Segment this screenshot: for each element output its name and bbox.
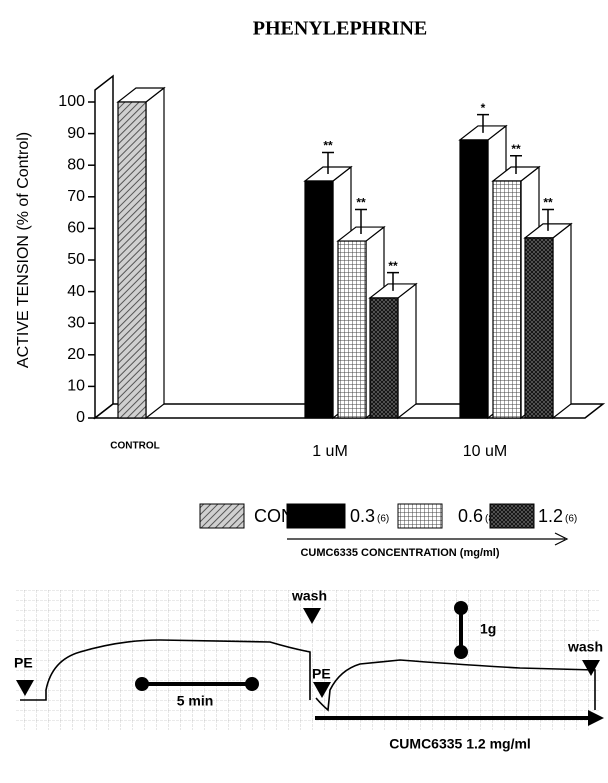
significance-label: ** <box>511 142 521 156</box>
legend-swatch <box>490 504 534 528</box>
legend-n: (6) <box>377 514 389 525</box>
bar-side <box>146 88 164 418</box>
y-tick-label: 90 <box>67 125 85 142</box>
x-tick-label: 1 uM <box>312 443 348 460</box>
scale-end <box>454 645 468 659</box>
scale-end <box>135 677 149 691</box>
legend-n: (6) <box>565 514 577 525</box>
chart-title: PHENYLEPHRINE <box>253 18 427 40</box>
y-tick-label: 100 <box>58 93 85 110</box>
legend-label: 0.6 <box>458 506 483 526</box>
y-tick-label: 0 <box>76 409 85 426</box>
significance-label: ** <box>543 196 553 210</box>
legend-swatch <box>287 504 345 528</box>
significance-label: ** <box>356 196 366 210</box>
bar <box>460 140 488 418</box>
wash-label: wash <box>567 639 603 655</box>
chart-paper <box>15 590 313 730</box>
bar <box>370 298 398 418</box>
y-tick-label: 40 <box>67 283 85 300</box>
legend-label: 1.2 <box>538 506 563 526</box>
bar <box>118 102 146 418</box>
significance-label: ** <box>323 139 333 153</box>
y-tick-label: 20 <box>67 346 85 363</box>
drug-label: PE <box>14 655 33 671</box>
y-tick-label: 70 <box>67 188 85 205</box>
y-tick-label: 10 <box>67 378 85 395</box>
y-tick-label: 30 <box>67 314 85 331</box>
legend-swatch <box>398 504 442 528</box>
drug-label: PE <box>312 666 331 682</box>
significance-label: * <box>481 101 486 115</box>
scale-end <box>454 601 468 615</box>
trace-panel: 5 min 1g PE wash PE wash CUMC6335 1.2 mg… <box>14 588 604 752</box>
x-tick-label: CONTROL <box>110 441 159 452</box>
y-tick-label: 80 <box>67 156 85 173</box>
bar <box>338 241 366 418</box>
y-tick-label: 50 <box>67 251 85 268</box>
x-tick-label: 10 uM <box>463 443 507 460</box>
bar <box>525 238 553 418</box>
chart: PHENYLEPHRINE ACTIVE TENSION (% of Contr… <box>0 0 608 778</box>
y-tick-label: 60 <box>67 220 85 237</box>
scale-end <box>245 677 259 691</box>
legend-swatch <box>200 504 244 528</box>
back-wall <box>95 76 113 418</box>
bar <box>493 181 521 418</box>
significance-label: ** <box>388 259 398 273</box>
bar <box>305 181 333 418</box>
y-axis-label: ACTIVE TENSION (% of Control) <box>15 132 32 368</box>
wash-label: wash <box>291 588 327 604</box>
bar-side <box>398 284 416 418</box>
legend-label: 0.3 <box>350 506 375 526</box>
time-scale-label: 5 min <box>177 693 214 709</box>
treatment-label: CUMC6335 1.2 mg/ml <box>389 736 531 752</box>
force-scale-label: 1g <box>480 621 496 637</box>
bar-side <box>553 224 571 418</box>
legend-title: CUMC6335 CONCENTRATION (mg/ml) <box>300 547 499 559</box>
